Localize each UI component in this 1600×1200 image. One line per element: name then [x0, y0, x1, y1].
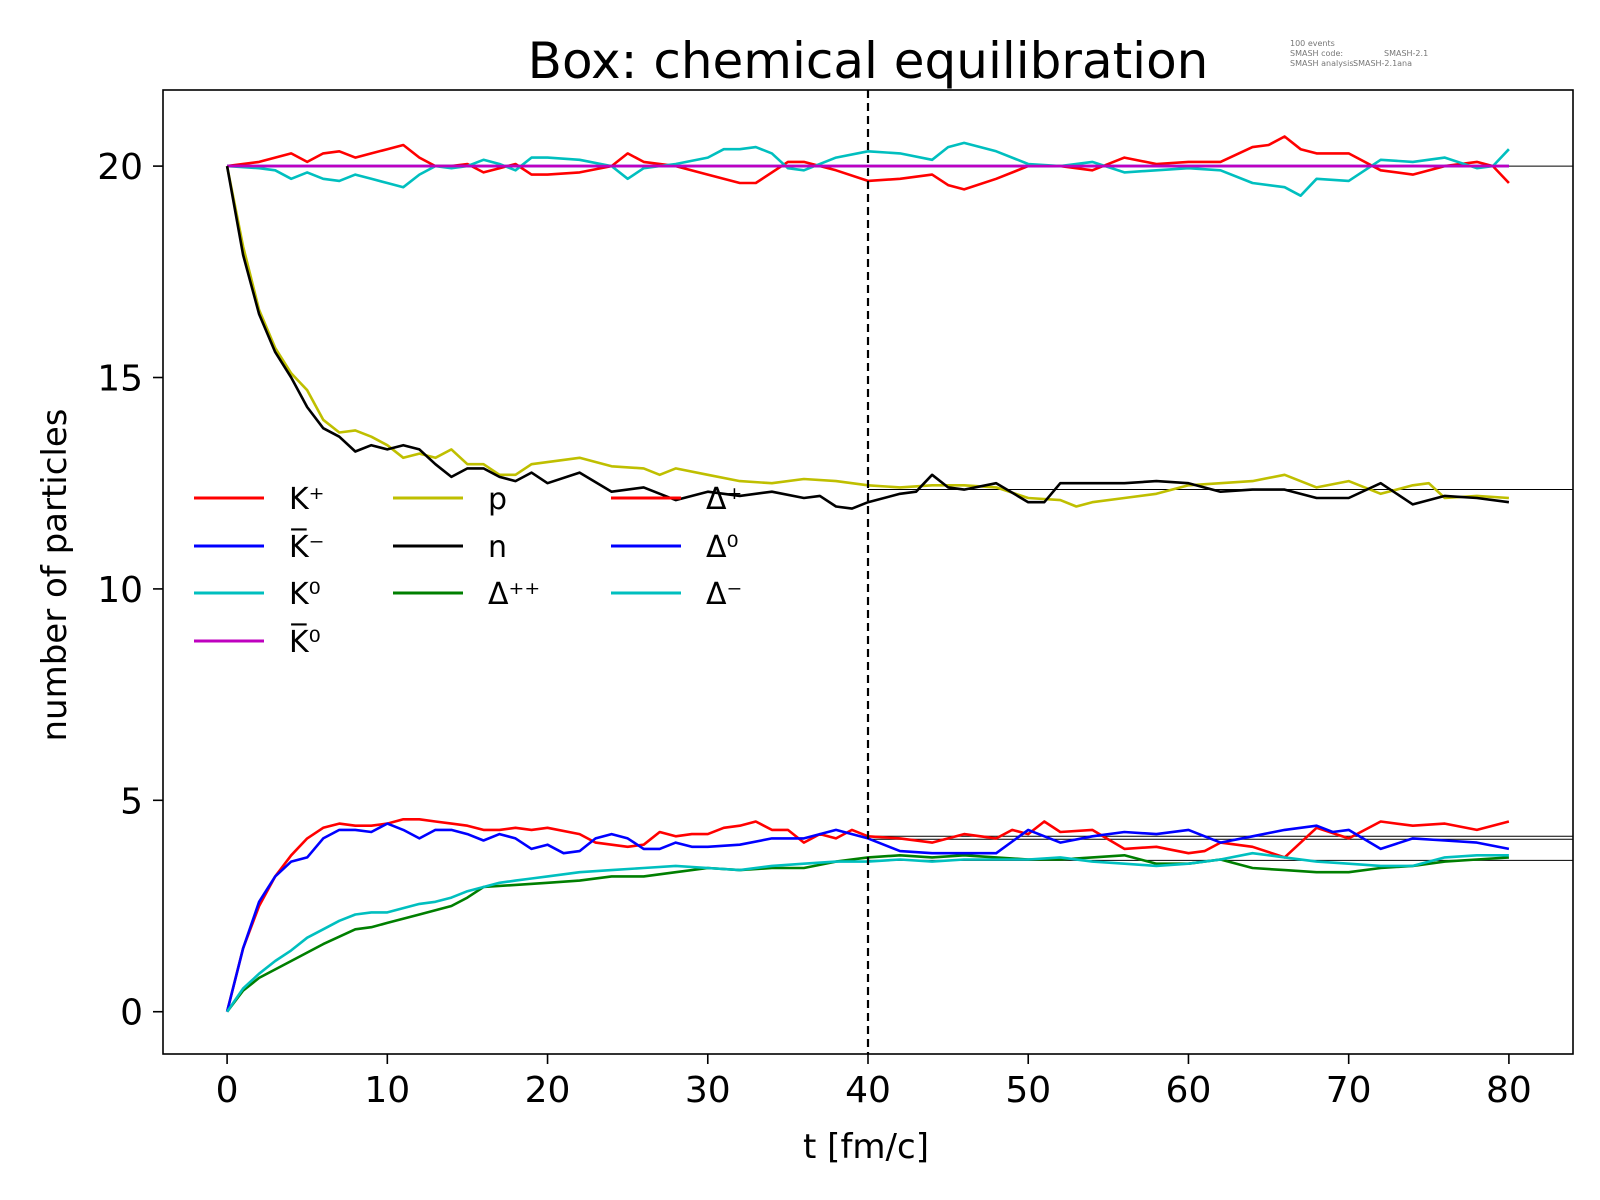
legend-label: K̅⁰: [289, 623, 321, 660]
plot-area: [162, 89, 1574, 1055]
x-tick-label: 30: [685, 1070, 731, 1111]
legend-label: K⁰: [289, 577, 321, 612]
info-code-label: SMASH code:: [1290, 49, 1343, 58]
legend-label: Δ⁺⁺: [488, 577, 540, 612]
y-tick-label: 20: [97, 147, 143, 188]
series-line: [225, 165, 1509, 508]
series-line: [226, 853, 1509, 1013]
info-events: 100 events: [1290, 39, 1335, 48]
y-tick-label: 15: [97, 359, 143, 400]
x-tick-label: 20: [525, 1070, 571, 1111]
legend-label: K̅⁻: [289, 528, 325, 565]
series-line: [226, 135, 1510, 191]
chart-title: Box: chemical equilibration: [528, 32, 1209, 90]
legend-label: K⁺: [289, 482, 325, 517]
y-tick-label: 0: [120, 993, 143, 1034]
x-axis: 0 10 20 30 40 50 60 70 80: [216, 1054, 1532, 1111]
x-axis-label: t [fm/c]: [803, 1127, 929, 1167]
x-tick-label: 60: [1166, 1070, 1212, 1111]
series-line: [226, 851, 1509, 1013]
series-line: [227, 141, 1510, 197]
x-tick-label: 40: [845, 1070, 891, 1111]
x-tick-label: 0: [216, 1070, 239, 1111]
x-tick-label: 80: [1486, 1070, 1532, 1111]
legend-label: Δ⁻: [706, 577, 742, 612]
y-axis: 0 5 10 15 20: [97, 147, 163, 1034]
info-code-value: SMASH-2.1: [1384, 49, 1428, 58]
y-tick-label: 10: [97, 570, 143, 611]
legend-label: n: [488, 530, 507, 565]
info-analysis-value: SMASH-2.1ana: [1353, 59, 1412, 68]
series-line: [225, 165, 1510, 510]
series-line: [225, 822, 1510, 1013]
legend-label: Δ⁰: [706, 530, 739, 565]
x-tick-label: 70: [1326, 1070, 1372, 1111]
series-line: [225, 817, 1510, 1013]
x-tick-label: 10: [364, 1070, 410, 1111]
legend: K⁺ K̅⁻ K⁰ K̅⁰ pn Δ⁺⁺ Δ⁺ Δ⁰ Δ⁻: [194, 482, 742, 660]
y-axis-label: number of particles: [35, 408, 75, 741]
legend-label: p: [488, 482, 507, 517]
y-tick-label: 5: [120, 781, 143, 822]
run-info: 100 events SMASH code: SMASH-2.1 SMASH a…: [1290, 39, 1428, 68]
legend-label: Δ⁺: [706, 482, 742, 517]
info-analysis-label: SMASH analysis:: [1290, 59, 1356, 68]
x-tick-label: 50: [1005, 1070, 1051, 1111]
